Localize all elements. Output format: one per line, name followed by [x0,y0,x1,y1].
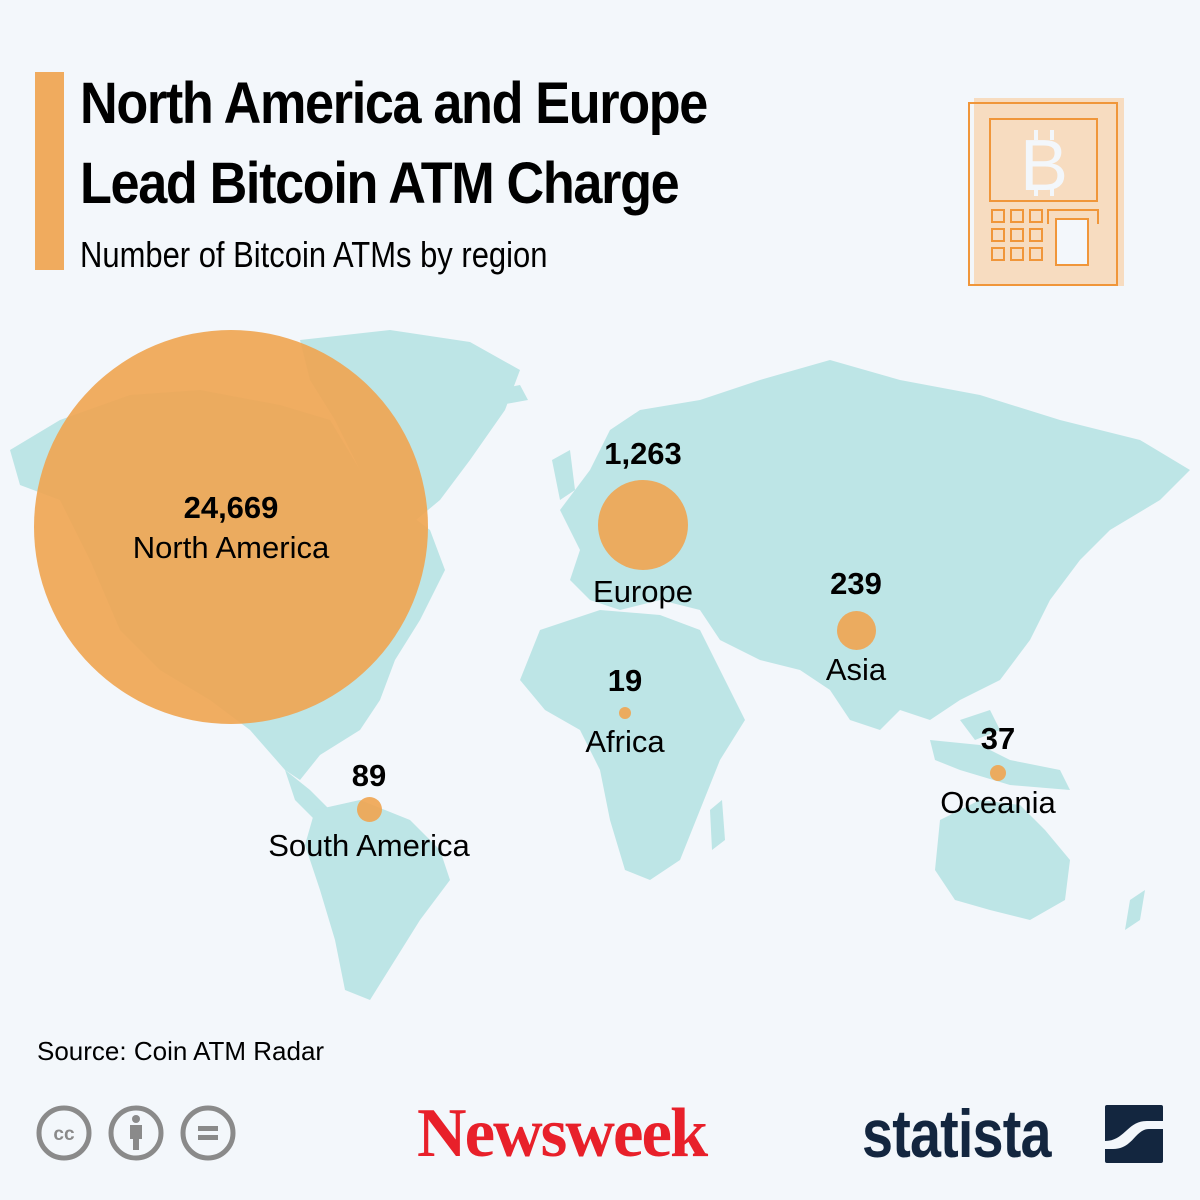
no-derivatives-icon[interactable] [180,1105,236,1161]
title-line-2: Lead Bitcoin ATM Charge [80,151,680,216]
value-asia: 239 [830,566,882,601]
bubble-north-america[interactable] [34,330,428,724]
value-oceania: 37 [980,721,1016,756]
source-text: Source: Coin ATM Radar [37,1036,325,1066]
eurasia-shape [560,360,1190,730]
statista-mark-icon[interactable] [1105,1105,1163,1163]
bubble-africa[interactable] [619,707,631,719]
newsweek-logo[interactable]: Newsweek [417,1095,708,1172]
africa-shape [520,610,745,880]
bubble-oceania[interactable] [990,765,1006,781]
license-icons: cc [36,1105,236,1161]
cc-icon[interactable]: cc [36,1105,92,1161]
australia-shape [935,800,1070,920]
value-africa: 19 [607,663,643,698]
page-title: North America and Europe Lead Bitcoin AT… [80,64,708,224]
bubble-south-america[interactable] [357,797,382,822]
statista-logo-text[interactable]: statista [862,1096,1052,1172]
svg-text:cc: cc [53,1124,75,1145]
svg-text:B: B [1020,126,1068,206]
attribution-icon[interactable] [108,1105,164,1161]
bubble-europe[interactable] [598,480,688,570]
bitcoin-atm-icon: B [968,98,1124,286]
label-oceania: Oceania [940,785,1056,820]
label-africa: Africa [585,724,665,759]
label-south-america: South America [268,828,470,863]
value-north-america: 24,669 [183,490,279,525]
value-south-america: 89 [351,758,387,793]
accent-bar [35,72,64,270]
south-america-shape [305,800,450,1000]
bubble-asia[interactable] [837,611,876,650]
title-line-1: North America and Europe [80,71,708,136]
label-europe: Europe [593,574,693,609]
value-europe: 1,263 [604,436,682,471]
label-asia: Asia [825,652,887,687]
label-north-america: North America [132,530,330,565]
subtitle: Number of Bitcoin ATMs by region [80,234,548,275]
